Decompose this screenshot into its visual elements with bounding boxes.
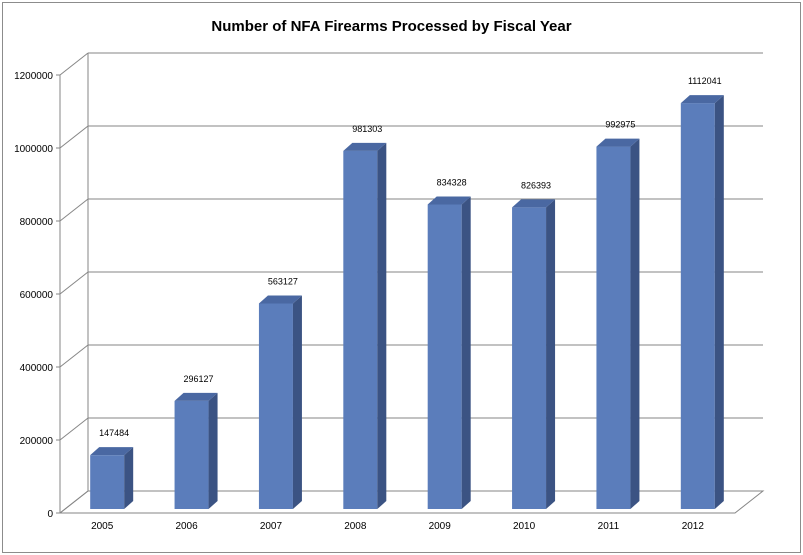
data-label: 826393 [521,180,551,190]
y-tick-label: 1000000 [14,144,53,155]
x-tick-label: 2005 [91,521,114,532]
bar-side [546,199,556,509]
bar-top [427,196,471,205]
data-label: 981303 [352,124,382,134]
x-tick-label: 2009 [429,521,452,532]
data-label: 1112041 [688,76,722,86]
bar-top [174,392,218,401]
data-label: 834328 [437,177,467,187]
bar [174,400,209,509]
bar-side [208,392,218,509]
data-label: 147484 [99,428,129,438]
x-tick-label: 2006 [175,521,198,532]
bar [343,150,378,509]
x-tick-label: 2007 [260,521,283,532]
bar-top [90,447,134,456]
y-tick-label: 200000 [20,436,54,447]
bar-side [377,142,387,509]
bar [596,146,631,509]
bar [680,103,715,509]
bar [90,455,125,509]
bar-top [596,138,640,147]
bar-side [292,295,302,509]
bar-top [680,95,724,104]
chart-title: Number of NFA Firearms Processed by Fisc… [211,18,572,35]
bar-side [124,447,134,509]
x-tick-label: 2008 [344,521,367,532]
bar [258,303,293,509]
bar-side [461,196,471,509]
y-tick-label: 600000 [20,290,54,301]
y-tick-label: 800000 [20,217,54,228]
bar-top [258,295,302,304]
bar-side [714,95,724,509]
x-tick-label: 2012 [682,521,705,532]
gridline-depth [59,125,89,149]
bar [427,204,462,509]
data-label: 296127 [184,374,214,384]
x-tick-label: 2011 [598,521,620,532]
gridline-depth [59,417,89,441]
bar-top [512,199,556,208]
y-tick-label: 0 [47,509,53,520]
bar-top [343,142,387,151]
x-tick-label: 2010 [513,521,536,532]
y-tick-label: 400000 [20,363,54,374]
data-label: 563127 [268,276,298,286]
y-tick-label: 1200000 [14,71,53,82]
gridline-depth [59,344,89,368]
gridline-depth [59,52,89,76]
gridline-depth [59,271,89,295]
data-label: 992975 [605,120,635,130]
bar-side [630,138,640,509]
gridline-depth [59,198,89,222]
chart-floor [58,490,765,514]
bar [512,207,547,509]
